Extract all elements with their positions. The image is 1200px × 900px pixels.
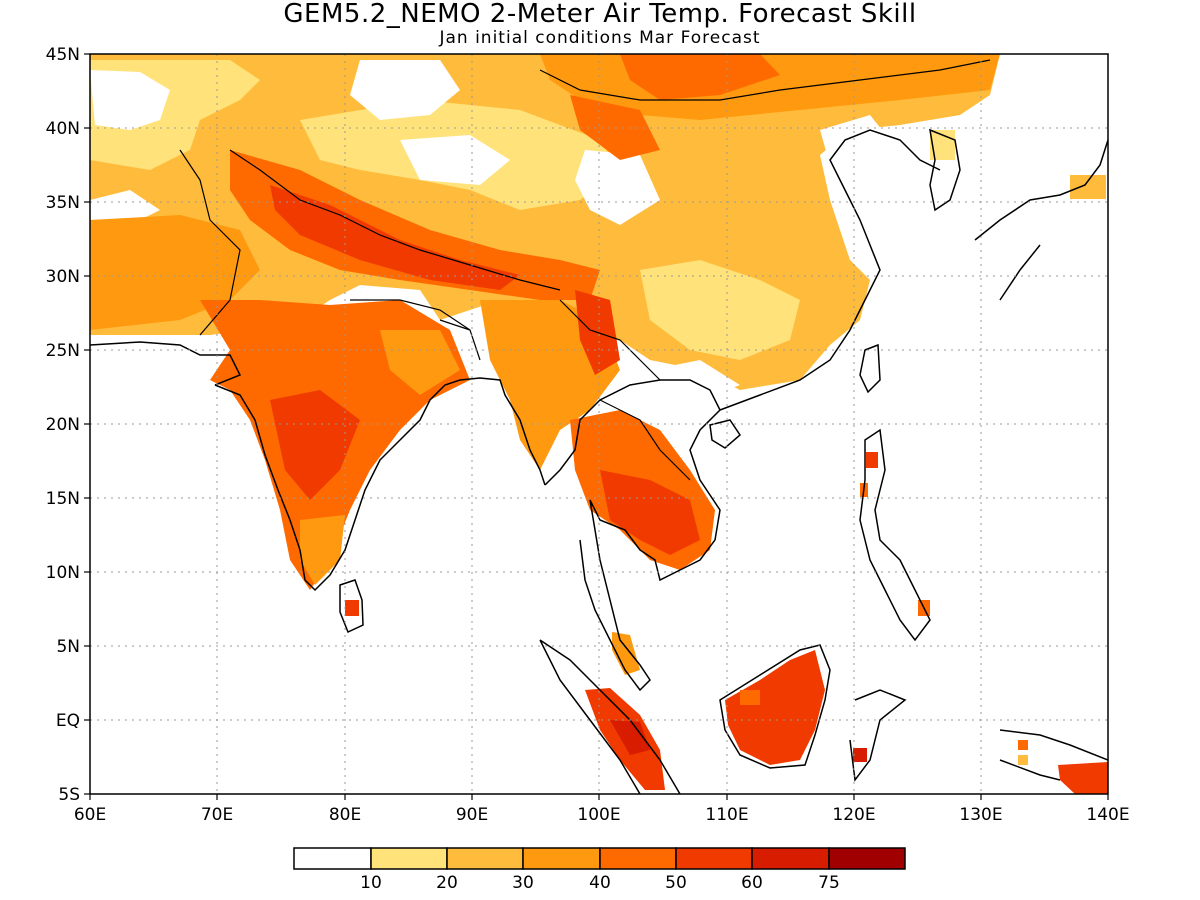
colorbar-label: 30 bbox=[512, 873, 534, 893]
field-india-orange bbox=[380, 330, 460, 395]
y-tick-label: 45N bbox=[46, 45, 80, 65]
field-white-2 bbox=[350, 60, 460, 120]
coast-sumatra bbox=[539, 639, 681, 794]
colorbar-swatch bbox=[751, 847, 830, 870]
x-tick-label: 90E bbox=[456, 805, 488, 825]
y-tick-label: EQ bbox=[56, 711, 80, 731]
colorbar-swatch bbox=[828, 847, 906, 870]
y-tick-labels: 45N 40N 35N 30N 25N 20N 15N 10N 5N EQ 5S bbox=[46, 45, 80, 805]
field-sumatra-dark bbox=[610, 720, 650, 755]
coast-borneo bbox=[719, 644, 831, 769]
skill-field bbox=[90, 54, 1108, 794]
field-papua bbox=[1058, 762, 1108, 794]
colorbar-swatch bbox=[293, 847, 372, 870]
y-tick-label: 25N bbox=[46, 341, 80, 361]
chart-title: GEM5.2_NEMO 2-Meter Air Temp. Forecast S… bbox=[283, 0, 917, 29]
colorbar-swatch bbox=[446, 847, 524, 870]
colorbar-swatch bbox=[522, 847, 601, 870]
field-spot-srilanka bbox=[345, 600, 359, 616]
colorbar-label: 10 bbox=[360, 873, 382, 893]
coast-philippines bbox=[859, 428, 931, 642]
y-tick-label: 30N bbox=[46, 267, 80, 287]
x-tick-label: 140E bbox=[1086, 805, 1129, 825]
coast-srilanka bbox=[339, 579, 364, 634]
coast-japan bbox=[974, 139, 1108, 301]
colorbar-label: 50 bbox=[665, 873, 687, 893]
field-spot-6 bbox=[1018, 755, 1028, 765]
field-india-south bbox=[300, 515, 345, 585]
field-white-5 bbox=[820, 115, 890, 170]
coast-sulawesi bbox=[849, 689, 907, 782]
coast-hainan bbox=[709, 419, 741, 449]
coast-india bbox=[214, 377, 546, 592]
field-red-north bbox=[620, 54, 780, 100]
y-tick-label: 20N bbox=[46, 415, 80, 435]
x-tick-label: 60E bbox=[74, 805, 106, 825]
coast-indochina bbox=[544, 379, 721, 692]
field-spot-5 bbox=[1018, 740, 1028, 750]
y-tick-label: 35N bbox=[46, 193, 80, 213]
coast-newguinea bbox=[999, 729, 1108, 781]
field-himalaya-dark bbox=[270, 185, 520, 290]
field-yellow-3 bbox=[640, 260, 800, 360]
x-tick-label: 120E bbox=[832, 805, 875, 825]
field-spot-4 bbox=[853, 748, 867, 762]
x-tick-label: 130E bbox=[959, 805, 1002, 825]
field-malaysia bbox=[612, 632, 640, 675]
field-india-dark bbox=[270, 390, 360, 500]
coastlines bbox=[90, 59, 1108, 794]
colorbar-swatch bbox=[599, 847, 677, 870]
field-spot-1 bbox=[866, 452, 878, 468]
x-tick-label: 80E bbox=[329, 805, 361, 825]
field-indochina-dark bbox=[600, 470, 700, 555]
coast-korea bbox=[929, 128, 961, 212]
field-white-7 bbox=[650, 360, 740, 400]
tick-marks bbox=[84, 53, 1109, 800]
coast-taiwan bbox=[859, 343, 881, 394]
colorbar-label: 60 bbox=[741, 873, 763, 893]
field-borneo-orange bbox=[740, 690, 760, 705]
x-tick-label: 70E bbox=[201, 805, 233, 825]
x-tick-label: 110E bbox=[705, 805, 748, 825]
field-spot-japan bbox=[1070, 175, 1106, 199]
field-white-3 bbox=[400, 135, 510, 185]
coast-china bbox=[719, 129, 941, 411]
y-tick-label: 5N bbox=[56, 637, 80, 657]
colorbar-label: 20 bbox=[436, 873, 458, 893]
gridlines bbox=[90, 54, 1108, 794]
colorbar-swatch bbox=[370, 847, 448, 870]
x-tick-labels: 60E 70E 80E 90E 100E 110E 120E 130E 140E bbox=[74, 805, 1130, 825]
field-white-4 bbox=[575, 150, 660, 225]
x-tick-label: 100E bbox=[577, 805, 620, 825]
colorbar-label: 40 bbox=[589, 873, 611, 893]
field-himalaya bbox=[230, 150, 600, 300]
colorbar: 10 20 30 40 50 60 75 bbox=[293, 847, 906, 893]
y-tick-label: 15N bbox=[46, 489, 80, 509]
y-tick-label: 10N bbox=[46, 563, 80, 583]
border-inner bbox=[179, 59, 991, 481]
y-tick-label: 5S bbox=[58, 785, 80, 805]
coast-iran bbox=[90, 341, 242, 386]
field-borneo bbox=[725, 650, 825, 765]
chart-subtitle: Jan initial conditions Mar Forecast bbox=[439, 28, 761, 48]
field-white-1 bbox=[90, 70, 170, 130]
y-tick-label: 40N bbox=[46, 119, 80, 139]
colorbar-swatch bbox=[675, 847, 753, 870]
colorbar-label: 75 bbox=[818, 873, 840, 893]
